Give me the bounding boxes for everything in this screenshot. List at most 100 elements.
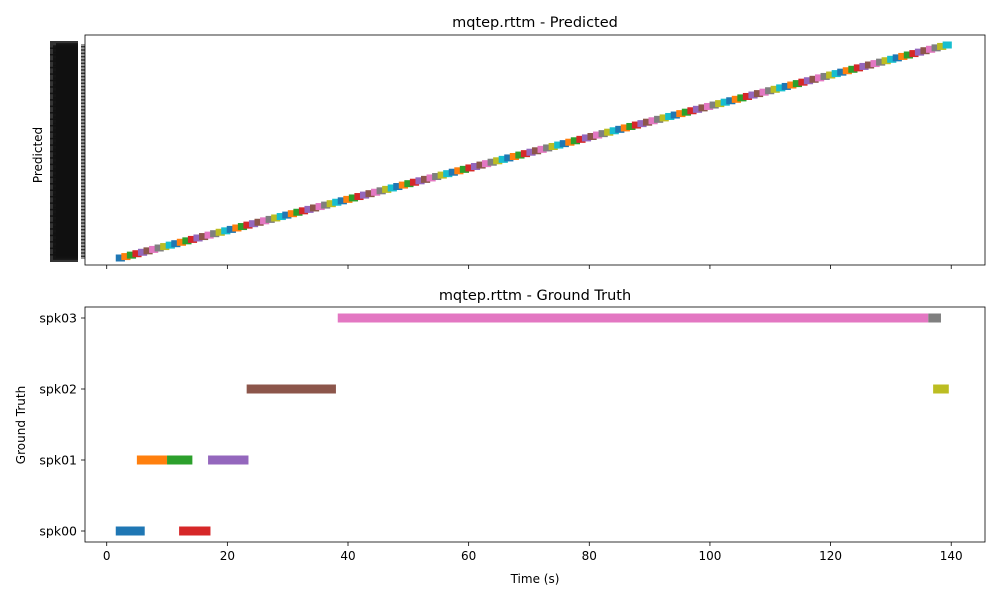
segment-spk01 [208, 455, 249, 465]
predicted-segment [809, 75, 819, 83]
x-tick-label: 0 [103, 549, 111, 563]
predicted-segment [359, 191, 370, 199]
predicted-segment [137, 248, 148, 256]
predicted-segment [626, 122, 636, 130]
predicted-segment [931, 44, 941, 52]
segment-spk01 [167, 455, 193, 465]
predicted-segment [615, 125, 625, 133]
predicted-segment [920, 47, 930, 55]
predicted-segment [432, 173, 442, 181]
predicted-segment [493, 157, 503, 165]
predicted-segment [604, 128, 614, 136]
predicted-segment [648, 117, 658, 125]
predicted-segment [326, 200, 336, 208]
x-tick-label: 100 [698, 549, 721, 563]
predicted-segment [815, 74, 825, 82]
predicted-segment [204, 231, 214, 239]
predicted-panel: mqtep.rttm - Predicted Predicted [31, 15, 986, 269]
predicted-segment [759, 88, 769, 96]
predicted-segment [554, 141, 564, 149]
predicted-segment [476, 161, 486, 169]
predicted-segment [426, 174, 436, 182]
ground-truth-plot-frame [84, 306, 986, 543]
predicted-segments [115, 41, 952, 262]
predicted-segment [842, 67, 852, 75]
predicted-y-tick-labels [50, 41, 85, 262]
predicted-segment [304, 205, 314, 213]
predicted-segment [382, 185, 392, 193]
predicted-segment [765, 87, 775, 95]
y-tick-label: spk01 [39, 453, 77, 468]
predicted-segment [293, 208, 303, 216]
predicted-segment [737, 94, 747, 102]
y-tick-label: spk03 [39, 311, 77, 326]
segment-spk00 [115, 526, 145, 536]
predicted-segment [354, 193, 364, 201]
predicted-segment [398, 181, 408, 189]
predicted-segment [193, 234, 203, 242]
predicted-segment [631, 121, 642, 129]
predicted-segment [232, 224, 242, 232]
predicted-segment [143, 247, 153, 255]
predicted-segment [548, 142, 558, 150]
predicted-segment [121, 253, 131, 261]
predicted-segment [482, 160, 492, 168]
predicted-segment [276, 213, 286, 221]
predicted-segment [210, 230, 220, 238]
predicted-segment [726, 97, 736, 105]
predicted-segment [415, 177, 425, 185]
predicted-segment [753, 90, 764, 98]
predicted-segment [565, 138, 575, 146]
predicted-segment [914, 48, 925, 56]
predicted-segment [165, 241, 175, 249]
predicted-segment [581, 134, 592, 142]
predicted-segment [387, 184, 397, 192]
predicted-segment [271, 214, 281, 222]
predicted-segment [942, 41, 952, 49]
predicted-segment [487, 158, 497, 166]
predicted-segment [404, 180, 414, 188]
predicted-segment [254, 218, 264, 226]
predicted-segment [926, 45, 936, 53]
ground-truth-x-ticks: 0 20 40 60 80 100 120 140 [103, 542, 963, 563]
predicted-segment [420, 175, 431, 183]
predicted-segment [803, 77, 814, 85]
predicted-segment [448, 168, 458, 176]
predicted-segment [509, 153, 519, 161]
predicted-segment [876, 58, 886, 66]
predicted-segment [515, 151, 525, 159]
predicted-segment [115, 254, 125, 262]
predicted-segment [792, 80, 802, 88]
predicted-segment [826, 71, 836, 79]
predicted-segment [526, 148, 536, 156]
predicted-x-ticks [106, 265, 952, 269]
predicted-segment [770, 85, 780, 93]
predicted-segment [676, 110, 686, 118]
predicted-segment [937, 42, 947, 50]
predicted-segment [537, 145, 547, 153]
predicted-segment [315, 203, 325, 211]
predicted-segment [221, 227, 231, 235]
predicted-segment [365, 190, 375, 198]
predicted-segment [665, 112, 675, 120]
predicted-segment [681, 108, 691, 116]
predicted-segment [776, 84, 786, 92]
predicted-y-axis-label: Predicted [31, 127, 45, 183]
ground-truth-segments [115, 313, 949, 536]
ground-truth-chart-title: mqtep.rttm - Ground Truth [439, 288, 631, 304]
predicted-segment [892, 54, 902, 62]
predicted-segment [881, 57, 891, 65]
x-tick-label: 140 [940, 549, 963, 563]
predicted-segment [781, 82, 791, 90]
predicted-segment [443, 170, 453, 178]
predicted-segment [470, 163, 481, 171]
predicted-segment [126, 251, 137, 259]
predicted-segment [659, 114, 669, 122]
predicted-segment [543, 144, 553, 152]
predicted-segment [237, 223, 248, 231]
predicted-segment [215, 228, 225, 236]
predicted-segment [654, 115, 664, 123]
predicted-segment [692, 105, 703, 113]
segment-spk02 [246, 384, 336, 394]
